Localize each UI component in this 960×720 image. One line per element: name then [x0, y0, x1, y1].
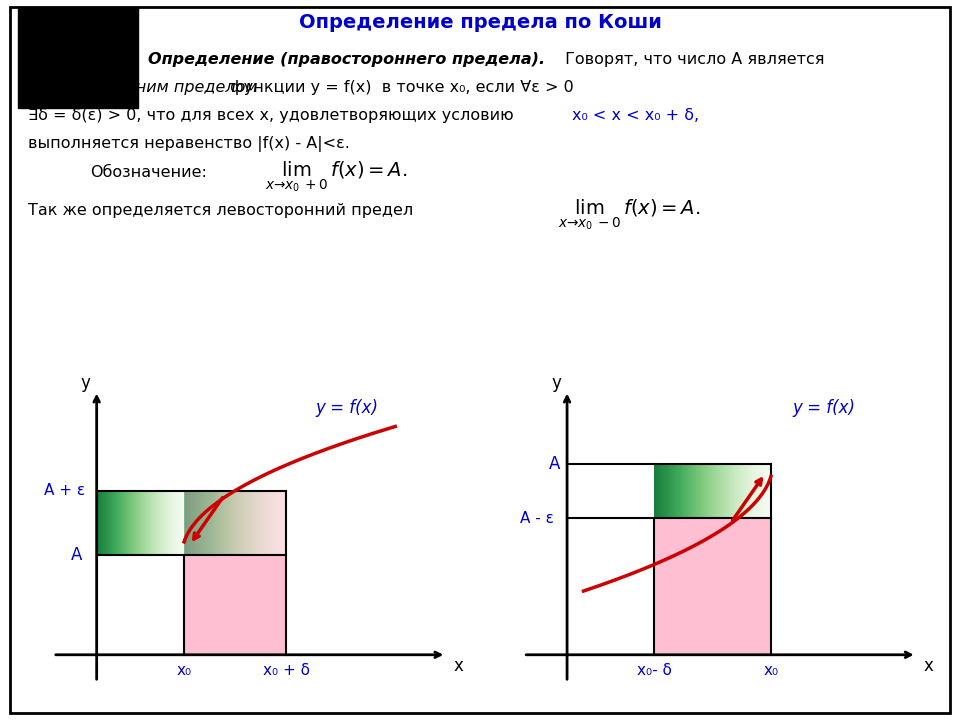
- Text: A - ε: A - ε: [519, 510, 554, 526]
- Text: x₀ < x < x₀ + δ,: x₀ < x < x₀ + δ,: [572, 109, 699, 123]
- Text: x: x: [924, 657, 934, 675]
- Text: x₀- δ: x₀- δ: [637, 663, 672, 678]
- Text: $\lim_{x \to x_0 + 0}$$\, f(x) = A.$: $\lim_{x \to x_0 + 0}$$\, f(x) = A.$: [265, 159, 407, 194]
- Text: y = f(x): y = f(x): [315, 400, 378, 418]
- Text: A: A: [549, 454, 561, 472]
- Text: Говорят, что число А является: Говорят, что число А является: [560, 53, 825, 68]
- Text: y: y: [551, 374, 561, 392]
- Text: x₀: x₀: [177, 663, 192, 678]
- Text: правосторонним пределом: правосторонним пределом: [28, 81, 257, 96]
- Text: y: y: [81, 374, 90, 392]
- Text: A + ε: A + ε: [44, 483, 85, 498]
- Text: ∃δ = δ(ε) > 0, что для всех x, удовлетворяющих условию: ∃δ = δ(ε) > 0, что для всех x, удовлетво…: [28, 109, 518, 123]
- Text: x: x: [453, 657, 464, 675]
- Text: функции y = f(x)  в точке x₀, если ∀ε > 0: функции y = f(x) в точке x₀, если ∀ε > 0: [225, 81, 574, 96]
- Text: выполняется неравенство |f(x) - A|<ε.: выполняется неравенство |f(x) - A|<ε.: [28, 136, 349, 152]
- Text: x₀ + δ: x₀ + δ: [262, 663, 309, 678]
- Text: x₀: x₀: [763, 663, 779, 678]
- Bar: [655, 464, 771, 654]
- Bar: [18, 8, 138, 108]
- Text: A: A: [71, 546, 83, 564]
- Text: Так же определяется левосторонний предел: Так же определяется левосторонний предел: [28, 203, 413, 218]
- Text: Обозначение:: Обозначение:: [90, 166, 206, 180]
- Text: y = f(x): y = f(x): [793, 400, 855, 418]
- Bar: [184, 491, 286, 654]
- Text: Определение (правостороннего предела).: Определение (правостороннего предела).: [148, 53, 545, 68]
- Text: Определение предела по Коши: Определение предела по Коши: [299, 14, 661, 32]
- Text: $\lim_{x \to x_0 - 0}$$\, f(x) = A.$: $\lim_{x \to x_0 - 0}$$\, f(x) = A.$: [558, 197, 700, 232]
